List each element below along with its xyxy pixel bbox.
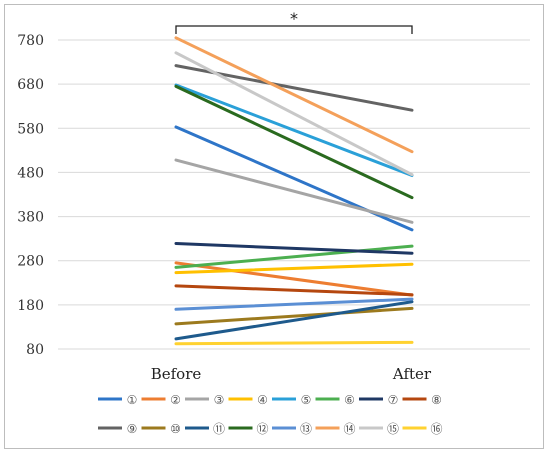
x-tick-label: After [392, 365, 432, 383]
legend-entry: ⑧ [402, 393, 442, 407]
legend-label: ⑨ [127, 422, 138, 436]
legend-label: ① [127, 393, 138, 407]
legend-label: ⑬ [300, 422, 312, 436]
bracket-line [175, 25, 413, 34]
legend-entry: ⑭ [315, 422, 356, 436]
legend-entry: ③ [185, 393, 224, 407]
legend-label: ⑤ [301, 393, 312, 407]
legend-label: ⑥ [344, 393, 355, 407]
legend-entry: ⑤ [272, 393, 311, 407]
legend-entry: ⑯ [402, 422, 443, 436]
chart-frame [4, 4, 544, 449]
y-tick-label: 480 [17, 165, 44, 181]
legend-label: ⑩ [170, 422, 181, 436]
legend-entry: ⑬ [272, 422, 312, 436]
series-line [174, 241, 414, 255]
legend: ① ② ③ ④ ⑤ ⑥ ⑦ ⑧ ⑨ ⑩ ⑪ ⑫ ⑬ ⑭ ⑮ ⑯ [98, 393, 443, 436]
legend-label: ② [170, 393, 181, 407]
y-tick-label: 580 [17, 121, 44, 137]
legend-entry: ⑪ [185, 422, 225, 436]
legend-label: ⑮ [387, 422, 399, 436]
y-tick-label: 80 [26, 342, 44, 358]
gridlines [58, 39, 530, 350]
legend-entry: ④ [228, 393, 268, 407]
series-line [174, 300, 414, 341]
series-line [174, 244, 414, 269]
legend-entry: ⑫ [228, 422, 269, 436]
series-line [174, 340, 414, 346]
legend-label: ③ [214, 393, 225, 407]
significance-bracket: * [175, 9, 413, 34]
series-line [174, 284, 414, 297]
legend-label: ⑧ [431, 393, 442, 407]
series-line [174, 83, 414, 178]
legend-entry: ⑩ [141, 422, 181, 436]
legend-label: ⑫ [256, 422, 268, 436]
y-tick-label: 780 [17, 33, 44, 49]
series-line [174, 84, 414, 200]
y-axis: 80 180 280 380 480 580 680 780 [17, 33, 44, 358]
series-line [174, 51, 414, 177]
legend-entry: ⑨ [98, 422, 137, 436]
series-line [174, 261, 414, 297]
series-line [174, 262, 414, 275]
y-tick-label: 280 [17, 254, 44, 270]
y-tick-label: 680 [17, 77, 44, 93]
legend-label: ⑦ [388, 393, 399, 407]
series-lines [174, 36, 414, 346]
legend-entry: ① [98, 393, 137, 407]
legend-entry: ② [141, 393, 181, 407]
legend-entry: ⑥ [315, 393, 355, 407]
legend-label: ④ [257, 393, 268, 407]
significance-marker: * [290, 9, 298, 28]
series-line [174, 158, 414, 224]
series-line [174, 306, 414, 326]
legend-label: ⑭ [343, 422, 355, 436]
legend-label: ⑪ [213, 422, 225, 436]
series-line [174, 36, 414, 154]
legend-entry: ⑮ [359, 422, 399, 436]
series-line [174, 297, 414, 311]
x-tick-label: Before [151, 365, 202, 383]
y-tick-label: 180 [17, 298, 44, 314]
y-tick-label: 380 [17, 210, 44, 226]
x-axis: Before After [151, 365, 432, 383]
legend-label: ⑯ [430, 422, 442, 436]
legend-entry: ⑦ [359, 393, 398, 407]
